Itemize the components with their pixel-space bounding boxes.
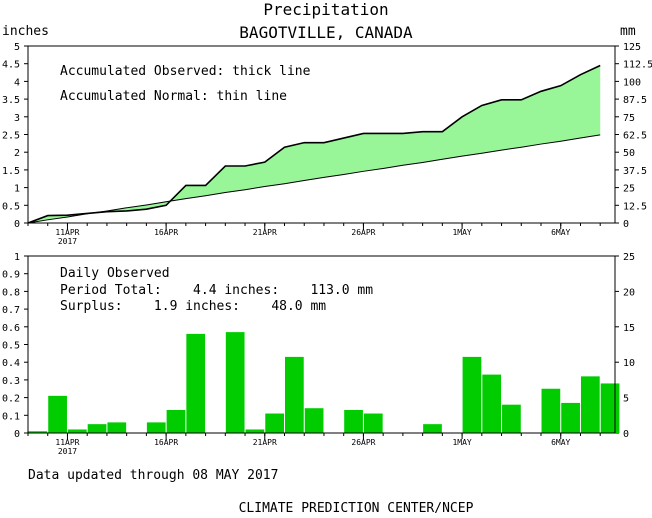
daily-xtick-label: 11APR (55, 438, 79, 447)
daily-ytick-label: 0.2 (2, 394, 20, 405)
accum-y2tick-label: 125 (623, 42, 641, 53)
daily-bar (304, 408, 324, 433)
daily-xtick-label: 1MAY (452, 438, 471, 447)
accum-ytick-label: 0.5 (2, 201, 20, 212)
daily-bar (423, 424, 442, 433)
accum-ytick-label: 2.5 (2, 131, 20, 142)
daily-y2tick-label: 5 (623, 394, 629, 405)
accum-right-unit-label: mm (620, 24, 636, 39)
daily-ytick-label: 1 (14, 252, 20, 263)
accum-y2tick-label: 25 (623, 184, 635, 195)
accum-y2tick-label: 87.5 (623, 95, 647, 106)
accum-ytick-label: 3 (14, 113, 20, 124)
accum-ytick-label: 4.5 (2, 60, 20, 71)
accum-xtick-year: 2017 (58, 237, 77, 246)
accum-normal-line (27, 134, 601, 224)
daily-xtick-label: 6MAY (551, 438, 570, 447)
daily-bar (107, 422, 127, 433)
daily-xtick-label: 21APR (253, 438, 277, 447)
daily-frame (27, 255, 616, 434)
data-updated-note: Data updated through 08 MAY 2017 (28, 468, 278, 483)
accum-surplus-area (28, 65, 601, 223)
accum-xtick-label: 16APR (154, 228, 178, 237)
daily-bar (146, 422, 166, 433)
daily-bar (28, 431, 48, 433)
daily-bar (502, 404, 521, 433)
daily-period-total: Period Total: 4.4 inches: 113.0 mm (60, 283, 373, 298)
daily-ytick-label: 0.3 (2, 376, 20, 387)
accum-plot-area: 00.511.522.533.544.55012.52537.55062.575… (2, 42, 652, 246)
daily-ytick-label: 0.9 (2, 270, 20, 281)
daily-y2tick-label: 25 (623, 252, 635, 263)
accum-ytick-label: 3.5 (2, 95, 20, 106)
daily-y2tick-label: 15 (623, 323, 635, 334)
daily-bar (48, 395, 67, 433)
daily-bar (285, 356, 304, 433)
daily-bar (541, 388, 561, 433)
daily-ytick-label: 0.5 (2, 341, 20, 352)
accum-xtick-label: 11APR (55, 228, 79, 237)
accum-xtick-label: 6MAY (551, 228, 570, 237)
daily-y2tick-label: 0 (623, 429, 629, 440)
daily-xtick-year: 2017 (58, 447, 77, 456)
accum-ytick-label: 4 (14, 77, 20, 88)
accum-ytick-label: 0 (14, 219, 20, 230)
accum-ytick-label: 1 (14, 184, 20, 195)
daily-ytick-label: 0.8 (2, 287, 20, 298)
accum-y2tick-label: 112.5 (623, 60, 652, 71)
chart-subtitle: BAGOTVILLE, CANADA (239, 23, 413, 42)
accum-legend-observed: Accumulated Observed: thick line (60, 64, 311, 79)
daily-bar (462, 356, 482, 433)
daily-bar (363, 413, 383, 433)
accum-legend-normal: Accumulated Normal: thin line (60, 89, 287, 104)
daily-bar (600, 383, 620, 433)
daily-y2tick-label: 20 (623, 287, 635, 298)
accum-y2tick-label: 75 (623, 113, 635, 124)
accum-y2tick-label: 50 (623, 148, 635, 159)
daily-ytick-label: 0.4 (2, 358, 20, 369)
accum-ytick-label: 1.5 (2, 166, 20, 177)
daily-panel: 00.10.20.30.40.50.60.70.80.9105101520251… (2, 252, 635, 456)
daily-xtick-label: 26APR (351, 438, 375, 447)
daily-bar (225, 332, 245, 433)
accum-ytick-label: 2 (14, 148, 20, 159)
daily-ytick-label: 0.1 (2, 411, 20, 422)
accumulated-panel: inches mm 00.511.522.533.544.55012.52537… (2, 24, 652, 246)
daily-bar (87, 424, 107, 433)
accum-y2tick-label: 0 (623, 219, 629, 230)
daily-legend-title: Daily Observed (60, 266, 170, 281)
chart-title: Precipitation (263, 0, 388, 19)
accum-y2tick-label: 37.5 (623, 166, 647, 177)
daily-bar (265, 413, 285, 433)
daily-xtick-label: 16APR (154, 438, 178, 447)
accum-ytick-label: 5 (14, 42, 20, 53)
accum-y2tick-label: 100 (623, 77, 641, 88)
daily-ytick-label: 0 (14, 429, 20, 440)
daily-bar (166, 409, 186, 433)
accum-y2tick-label: 12.5 (623, 201, 647, 212)
daily-bar (561, 402, 580, 433)
daily-bar (580, 376, 600, 433)
accum-xtick-label: 26APR (351, 228, 375, 237)
accum-left-unit-label: inches (2, 24, 49, 39)
daily-y2tick-label: 10 (623, 358, 635, 369)
accum-y2tick-label: 62.5 (623, 131, 647, 142)
accum-observed-line (27, 64, 601, 224)
accum-xtick-label: 1MAY (452, 228, 471, 237)
daily-bar (186, 333, 206, 433)
daily-bar (67, 429, 87, 433)
daily-bar (245, 429, 265, 433)
daily-bar (344, 409, 363, 433)
accum-frame (27, 45, 616, 224)
daily-plot-area: 00.10.20.30.40.50.60.70.80.9105101520251… (2, 252, 635, 456)
daily-ytick-label: 0.7 (2, 305, 20, 316)
daily-ytick-label: 0.6 (2, 323, 20, 334)
accum-xtick-label: 21APR (253, 228, 277, 237)
credit-footer: CLIMATE PREDICTION CENTER/NCEP (239, 501, 474, 516)
daily-bar (482, 374, 502, 433)
daily-surplus: Surplus: 1.9 inches: 48.0 mm (60, 299, 326, 314)
